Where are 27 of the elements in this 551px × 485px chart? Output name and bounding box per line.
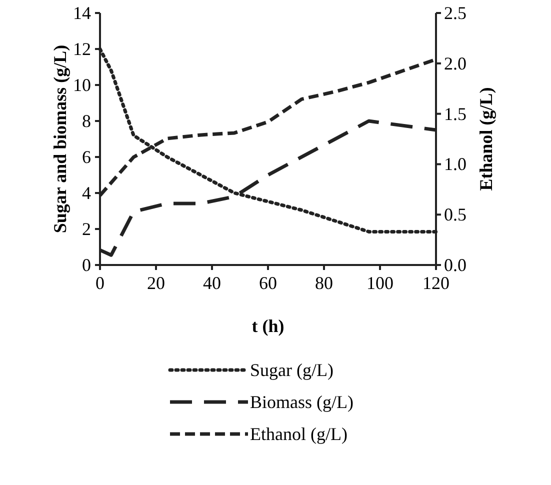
y2-tick-label: 0.5 <box>444 204 466 225</box>
x-tick-label: 80 <box>315 273 333 293</box>
y-tick-label: 4 <box>82 183 91 203</box>
y-tick-label: 0 <box>82 255 91 275</box>
y2-tick-label: 0.0 <box>444 255 466 275</box>
y2-axis-title: Ethanol (g/L) <box>476 87 496 191</box>
x-tick-label: 0 <box>96 273 104 293</box>
y2-tick-label: 2.0 <box>444 53 466 74</box>
y-tick-label: 14 <box>73 3 91 23</box>
y-tick-label: 6 <box>82 147 91 167</box>
y2-tick-label: 1.0 <box>444 154 466 174</box>
y-tick-label: 2 <box>82 219 91 239</box>
y-tick-label: 8 <box>82 111 91 131</box>
legend-label: Ethanol (g/L) <box>250 424 348 444</box>
x-tick-label: 40 <box>203 273 221 293</box>
legend-label: Sugar (g/L) <box>250 360 334 380</box>
x-tick-label: 120 <box>422 273 450 293</box>
y-tick-label: 10 <box>73 75 91 95</box>
y-tick-label: 12 <box>73 39 91 59</box>
y-axis-title: Sugar and biomass (g/L) <box>50 44 70 234</box>
y2-tick-label: 2.5 <box>444 3 466 23</box>
x-tick-label: 100 <box>366 273 394 293</box>
legend-label: Biomass (g/L) <box>250 392 354 412</box>
y2-tick-label: 1.5 <box>444 104 466 124</box>
x-tick-label: 20 <box>147 273 165 293</box>
x-axis-title: t (h) <box>252 316 284 336</box>
x-tick-label: 60 <box>259 273 277 293</box>
